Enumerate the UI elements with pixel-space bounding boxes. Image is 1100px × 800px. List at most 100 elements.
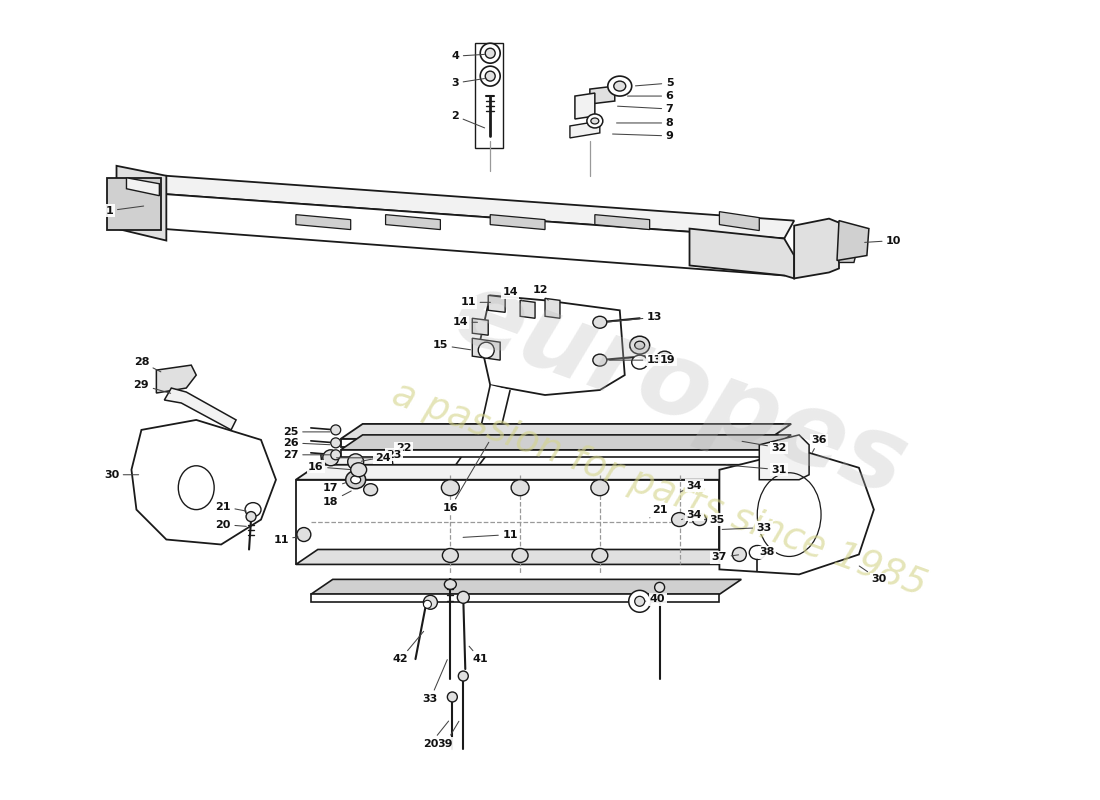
Text: 13: 13 <box>609 355 662 365</box>
Ellipse shape <box>654 582 664 592</box>
Polygon shape <box>341 450 769 457</box>
Polygon shape <box>160 194 784 275</box>
Ellipse shape <box>331 450 341 460</box>
Polygon shape <box>719 212 759 230</box>
Text: 31: 31 <box>726 465 786 474</box>
Polygon shape <box>544 298 560 318</box>
Text: 42: 42 <box>393 631 424 664</box>
Bar <box>475 43 503 148</box>
Text: 30: 30 <box>859 566 887 584</box>
Polygon shape <box>759 435 810 480</box>
Polygon shape <box>570 121 600 138</box>
Polygon shape <box>488 295 505 312</box>
Text: 25: 25 <box>283 427 330 437</box>
Text: 33: 33 <box>723 522 772 533</box>
Ellipse shape <box>322 450 339 466</box>
Text: 24: 24 <box>337 453 390 462</box>
Ellipse shape <box>297 527 311 542</box>
Polygon shape <box>156 365 196 393</box>
Text: 3: 3 <box>451 78 484 88</box>
Text: europes: europes <box>439 262 920 518</box>
Polygon shape <box>296 480 719 565</box>
Ellipse shape <box>448 692 458 702</box>
Ellipse shape <box>331 425 341 435</box>
Ellipse shape <box>481 66 500 86</box>
Ellipse shape <box>364 484 377 496</box>
Ellipse shape <box>331 438 341 448</box>
Polygon shape <box>839 235 859 262</box>
Text: 34: 34 <box>681 481 702 492</box>
Ellipse shape <box>614 81 626 91</box>
Text: 11: 11 <box>273 534 298 545</box>
Ellipse shape <box>635 342 645 349</box>
Ellipse shape <box>733 547 746 562</box>
Text: 26: 26 <box>283 438 330 448</box>
Polygon shape <box>575 93 595 119</box>
Polygon shape <box>719 450 873 574</box>
Text: 18: 18 <box>323 491 351 506</box>
Polygon shape <box>311 579 741 594</box>
Polygon shape <box>160 176 794 238</box>
Polygon shape <box>690 229 794 278</box>
Ellipse shape <box>481 43 500 63</box>
Ellipse shape <box>749 546 766 559</box>
Polygon shape <box>520 300 535 318</box>
Ellipse shape <box>424 600 431 608</box>
Ellipse shape <box>592 549 608 562</box>
Ellipse shape <box>591 480 608 496</box>
Ellipse shape <box>345 470 365 489</box>
Ellipse shape <box>441 480 460 496</box>
Ellipse shape <box>245 502 261 517</box>
Ellipse shape <box>513 549 528 562</box>
Text: 21: 21 <box>216 502 246 512</box>
Polygon shape <box>311 594 719 602</box>
Text: 38: 38 <box>760 547 774 558</box>
Polygon shape <box>341 424 791 439</box>
Text: 30: 30 <box>103 470 139 480</box>
Polygon shape <box>440 385 510 534</box>
Polygon shape <box>481 295 625 395</box>
Text: 10: 10 <box>865 235 902 246</box>
Text: 21: 21 <box>650 505 668 518</box>
Text: 7: 7 <box>617 104 673 114</box>
Polygon shape <box>117 166 166 241</box>
Polygon shape <box>321 448 396 493</box>
Ellipse shape <box>478 342 494 358</box>
Ellipse shape <box>444 579 456 590</box>
Ellipse shape <box>629 590 650 612</box>
Text: 11: 11 <box>463 530 518 539</box>
Text: 14: 14 <box>503 287 522 301</box>
Polygon shape <box>491 214 544 230</box>
Text: 36: 36 <box>812 435 827 452</box>
Polygon shape <box>132 420 276 545</box>
Polygon shape <box>341 435 791 450</box>
Text: 34: 34 <box>682 510 702 520</box>
Ellipse shape <box>657 351 672 365</box>
Text: 9: 9 <box>613 131 673 141</box>
Text: 1: 1 <box>106 206 144 216</box>
Text: 29: 29 <box>133 380 170 394</box>
Ellipse shape <box>485 48 495 58</box>
Ellipse shape <box>593 316 607 328</box>
Ellipse shape <box>459 671 469 681</box>
Text: 19: 19 <box>660 355 675 365</box>
Text: 37: 37 <box>712 553 738 562</box>
Ellipse shape <box>442 549 459 562</box>
Text: 20: 20 <box>216 519 246 530</box>
Text: 15: 15 <box>432 340 471 350</box>
Text: 33: 33 <box>422 660 448 704</box>
Text: 6: 6 <box>627 91 673 101</box>
Text: 27: 27 <box>283 450 330 460</box>
Polygon shape <box>341 439 769 447</box>
Text: 16: 16 <box>308 462 350 472</box>
Ellipse shape <box>587 114 603 128</box>
Polygon shape <box>472 338 500 360</box>
Polygon shape <box>296 465 741 480</box>
Ellipse shape <box>591 118 598 124</box>
Text: 8: 8 <box>617 118 673 128</box>
Polygon shape <box>126 178 160 196</box>
Text: 41: 41 <box>469 646 488 664</box>
Ellipse shape <box>351 462 366 477</box>
Ellipse shape <box>635 596 645 606</box>
Ellipse shape <box>631 355 648 369</box>
